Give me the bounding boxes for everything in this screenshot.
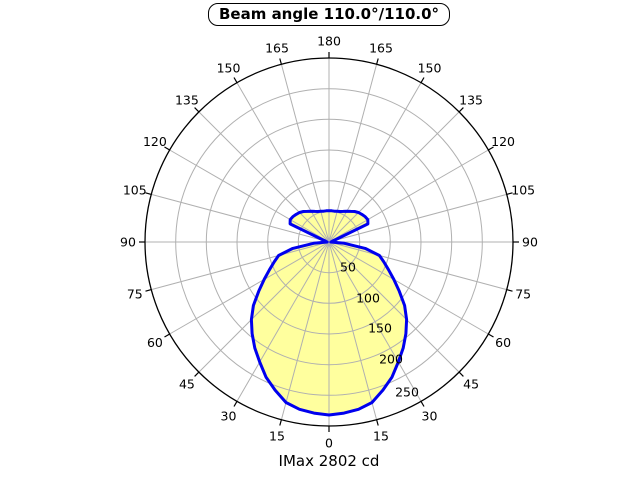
angle-tick-label: 150 bbox=[418, 60, 442, 75]
angle-tick bbox=[506, 289, 513, 292]
angle-tick-label: 120 bbox=[491, 134, 515, 149]
angle-tick-label: 135 bbox=[175, 92, 199, 107]
angle-gridline bbox=[328, 241, 507, 291]
angle-gridline bbox=[328, 241, 422, 402]
angle-tick bbox=[164, 146, 170, 151]
angle-tick bbox=[233, 401, 238, 407]
angle-tick bbox=[458, 371, 464, 377]
angle-gridline bbox=[169, 149, 330, 243]
angle-tick bbox=[279, 419, 282, 426]
angle-tick bbox=[420, 401, 425, 407]
angle-tick bbox=[376, 58, 379, 65]
r-tick-label: 150 bbox=[368, 321, 392, 336]
angle-tick-label: 165 bbox=[369, 40, 393, 55]
angle-tick-label: 105 bbox=[511, 183, 535, 198]
angle-tick bbox=[194, 107, 200, 113]
angle-tick bbox=[145, 289, 152, 292]
angle-tick-label: 45 bbox=[463, 377, 479, 392]
r-tick-label: 250 bbox=[395, 385, 419, 400]
angle-gridline bbox=[280, 241, 330, 420]
angle-gridline bbox=[328, 82, 422, 243]
angle-tick-label: 135 bbox=[459, 92, 483, 107]
angle-gridline bbox=[151, 193, 330, 243]
angle-gridline bbox=[198, 241, 330, 373]
angle-tick-label: 15 bbox=[373, 429, 389, 444]
angle-tick-label: 60 bbox=[147, 335, 163, 350]
angle-gridline bbox=[328, 241, 378, 420]
angle-tick bbox=[279, 58, 282, 65]
angle-gridline bbox=[236, 241, 330, 402]
angle-gridline bbox=[169, 241, 330, 335]
r-tick-label: 50 bbox=[340, 260, 356, 275]
angle-tick-label: 30 bbox=[422, 409, 438, 424]
angle-tick bbox=[164, 333, 170, 338]
angle-tick-label: 45 bbox=[179, 377, 195, 392]
angle-tick-label: 15 bbox=[269, 429, 285, 444]
angle-gridline bbox=[328, 111, 460, 243]
angle-gridline bbox=[236, 82, 330, 243]
r-tick-label: 100 bbox=[356, 291, 380, 306]
angle-tick-label: 60 bbox=[495, 335, 511, 350]
angle-gridline bbox=[328, 193, 507, 243]
angle-tick-label: 90 bbox=[120, 235, 136, 250]
angle-tick bbox=[420, 77, 425, 83]
intensity-curve bbox=[249, 209, 409, 417]
angle-tick-label: 180 bbox=[317, 34, 341, 49]
angle-tick-label: 150 bbox=[217, 60, 241, 75]
angle-tick-label: 90 bbox=[522, 235, 538, 250]
chart-title: Beam angle 110.0°/110.0° bbox=[207, 3, 451, 26]
angle-tick-label: 105 bbox=[123, 183, 147, 198]
angle-tick-label: 75 bbox=[515, 287, 531, 302]
angle-gridline bbox=[151, 241, 330, 291]
angle-tick-label: 165 bbox=[265, 40, 289, 55]
angle-tick bbox=[488, 333, 494, 338]
angle-tick bbox=[145, 192, 152, 195]
angle-tick bbox=[458, 107, 464, 113]
angle-tick-label: 0 bbox=[325, 436, 333, 451]
angle-tick bbox=[506, 192, 513, 195]
angle-tick bbox=[488, 146, 494, 151]
angle-tick-label: 75 bbox=[127, 287, 143, 302]
angle-gridline bbox=[328, 149, 489, 243]
angle-tick bbox=[194, 371, 200, 377]
angle-tick-label: 120 bbox=[143, 134, 167, 149]
angle-gridline bbox=[328, 241, 489, 335]
r-tick-label: 200 bbox=[379, 352, 403, 367]
angle-gridline bbox=[328, 241, 460, 373]
angle-gridline bbox=[198, 111, 330, 243]
angle-tick-label: 30 bbox=[221, 409, 237, 424]
angle-tick bbox=[376, 419, 379, 426]
angle-tick bbox=[233, 77, 238, 83]
imax-label: IMax 2802 cd bbox=[278, 452, 380, 470]
